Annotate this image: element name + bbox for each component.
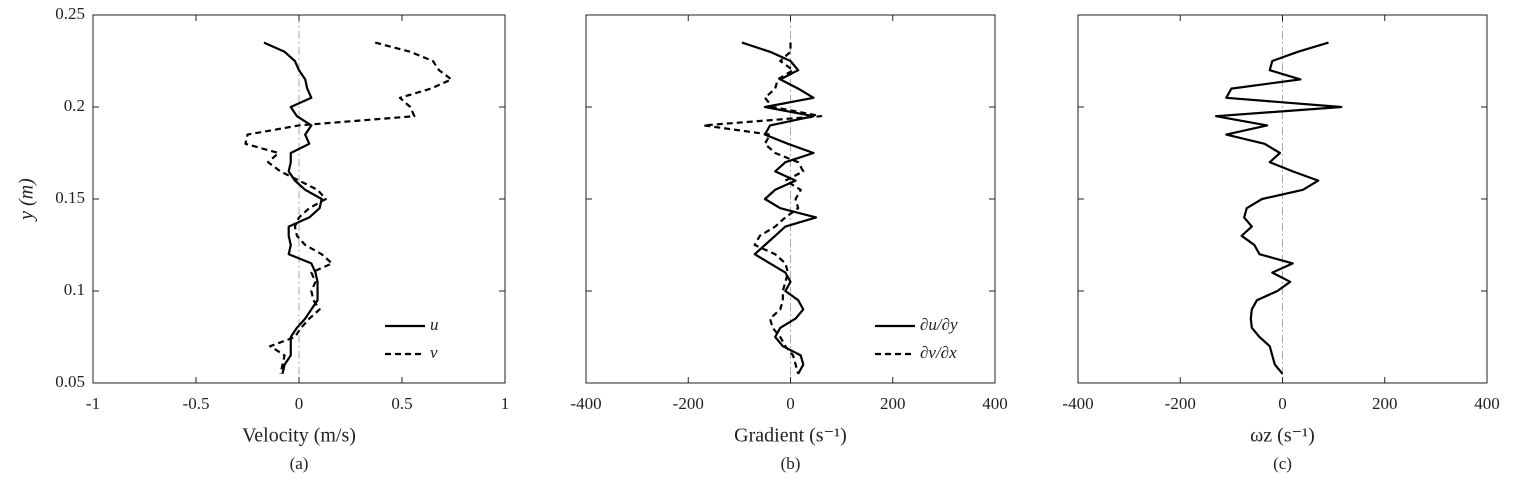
x-tick-label: 400 [982, 394, 1008, 413]
x-tick-label: 200 [880, 394, 906, 413]
x-tick-label: 0 [295, 394, 304, 413]
x-tick-label: 0 [786, 394, 795, 413]
legend-label: u [430, 315, 439, 334]
data-line [741, 41, 818, 375]
caption: (c) [1273, 454, 1292, 473]
x-tick-label: -200 [1165, 394, 1196, 413]
caption: (a) [290, 454, 309, 473]
legend-label: v [430, 343, 438, 362]
x-tick-label: 400 [1474, 394, 1500, 413]
x-tick-label: 0 [1278, 394, 1287, 413]
y-tick-label: 0.05 [55, 372, 85, 391]
x-tick-label: -400 [1062, 394, 1093, 413]
legend-label: ∂v/∂x [920, 343, 957, 362]
y-axis-label: y (m) [16, 178, 38, 222]
y-tick-label: 0.2 [64, 96, 85, 115]
y-tick-label: 0.15 [55, 188, 85, 207]
y-tick-label: 0.1 [64, 280, 85, 299]
caption: (b) [781, 454, 801, 473]
x-axis-label: ωz (s⁻¹) [1250, 425, 1315, 447]
data-line [702, 42, 823, 375]
x-tick-label: -400 [570, 394, 601, 413]
x-tick-label: 1 [501, 394, 510, 413]
x-axis-label: Gradient (s⁻¹) [734, 425, 847, 447]
x-tick-label: 200 [1372, 394, 1398, 413]
legend-label: ∂u/∂y [920, 315, 958, 334]
x-axis-label: Velocity (m/s) [242, 425, 356, 447]
data-line [244, 41, 453, 375]
y-tick-label: 0.25 [55, 4, 85, 23]
data-line [263, 41, 323, 375]
x-tick-label: -200 [673, 394, 704, 413]
x-tick-label: -0.5 [183, 394, 210, 413]
x-tick-label: -1 [86, 394, 100, 413]
data-line [1214, 41, 1343, 375]
x-tick-label: 0.5 [391, 394, 412, 413]
